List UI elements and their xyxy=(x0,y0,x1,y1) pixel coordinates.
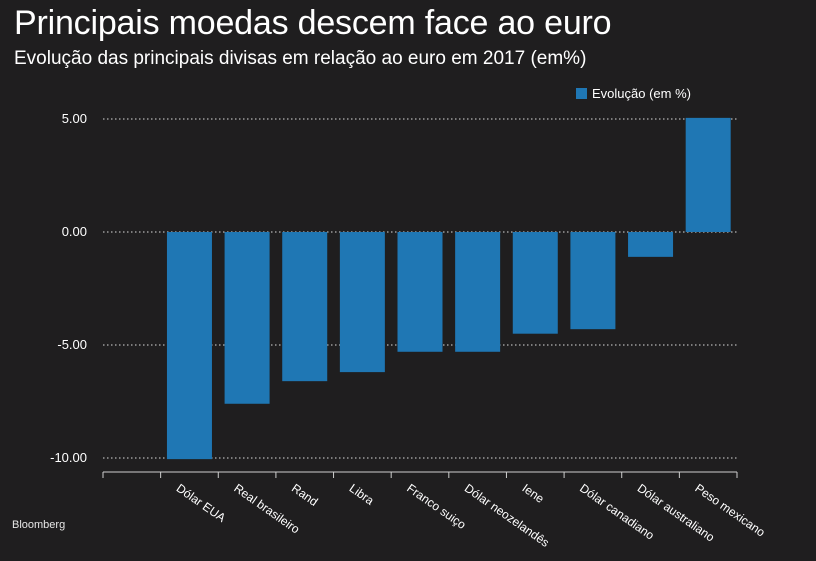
x-tick-label: Libra xyxy=(347,481,377,508)
y-tick-label: -5.00 xyxy=(57,337,87,352)
x-tick-label: Dólar EUA xyxy=(174,481,228,525)
legend: Evolução (em %) xyxy=(576,86,691,101)
bar xyxy=(570,232,616,330)
bar xyxy=(397,232,443,352)
bar xyxy=(166,232,212,460)
x-tick-label: Franco suiço xyxy=(404,481,469,532)
bar xyxy=(455,232,501,352)
chart-subtitle: Evolução das principais divisas em relaç… xyxy=(14,48,587,69)
bar xyxy=(685,117,731,232)
source-label: Bloomberg xyxy=(12,519,66,531)
chart-title: Principais moedas descem face ao euro xyxy=(14,4,612,42)
x-tick-label: Iene xyxy=(520,481,547,506)
y-tick-label: -10.00 xyxy=(50,450,87,465)
legend-swatch xyxy=(576,88,587,99)
y-tick-label: 5.00 xyxy=(62,111,87,126)
bar xyxy=(512,232,558,334)
bar xyxy=(224,232,270,404)
y-tick-label: 0.00 xyxy=(62,224,87,239)
bar xyxy=(282,232,328,382)
bar xyxy=(339,232,385,373)
bar xyxy=(628,232,674,257)
x-tick-label: Rand xyxy=(289,481,321,509)
legend-label: Evolução (em %) xyxy=(592,86,691,101)
